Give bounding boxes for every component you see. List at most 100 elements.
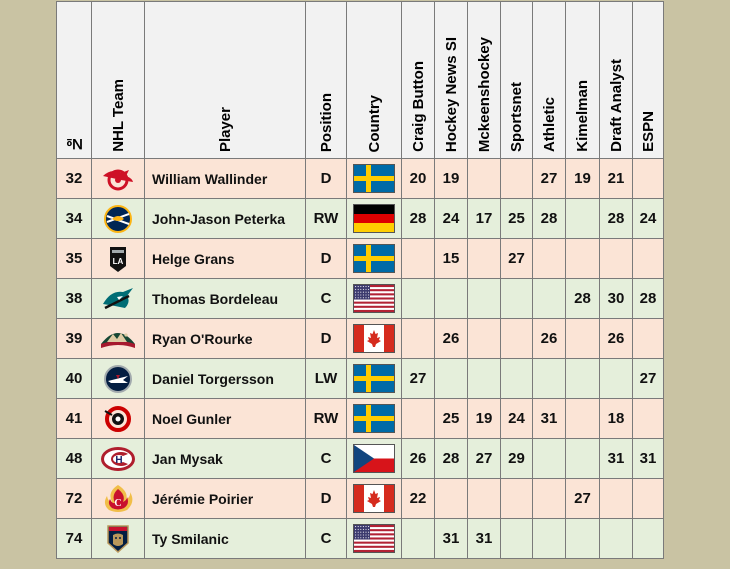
rank-cell: 27 [500, 238, 533, 279]
rank-cell [532, 478, 566, 519]
rank-cell: 31 [434, 518, 468, 559]
rank-cell [500, 158, 533, 199]
team-logo-cell [91, 278, 145, 319]
rank-cell [500, 278, 533, 319]
kings-logo: LA [110, 246, 126, 272]
rank-cell [632, 238, 664, 279]
jets-logo [104, 364, 132, 393]
rank-cell [401, 518, 435, 559]
position: RW [305, 398, 347, 439]
rank-cell [401, 318, 435, 359]
red-wings-logo [103, 169, 133, 190]
country-flag-cell [346, 318, 402, 359]
table-row: 34 John-Jason Peterka RW 28 24 17 25 28 28 24 [56, 198, 664, 239]
rank-cell [532, 278, 566, 319]
table-row: 32 William Wallinder D 20 19 27 19 21 [56, 158, 664, 199]
country-flag-cell [346, 478, 402, 519]
header-mckeenshockey: Mckeenshockey [467, 1, 501, 159]
rank-cell [632, 158, 664, 199]
player-name: Daniel Torgersson [144, 358, 306, 399]
svg-text:C: C [114, 498, 121, 509]
rank-cell [401, 398, 435, 439]
canada-flag-icon [353, 324, 395, 353]
rank-cell [467, 278, 501, 319]
team-logo-cell: LA [91, 238, 145, 279]
rank-cell [532, 518, 566, 559]
country-flag-cell [346, 198, 402, 239]
pick-number: 34 [56, 198, 92, 239]
team-logo-cell [91, 198, 145, 239]
rank-cell: 26 [532, 318, 566, 359]
pick-number: 48 [56, 438, 92, 479]
rank-cell: 19 [434, 158, 468, 199]
pick-number: 38 [56, 278, 92, 319]
rank-cell: 24 [434, 198, 468, 239]
table-row: 40 Daniel Torgersson LW 27 27 [56, 358, 664, 399]
rank-cell: 28 [632, 278, 664, 319]
draft-rankings-table: № NHL Team Player Position Country Craig… [56, 1, 664, 559]
table-row: 39 Ryan O'Rourke D 26 26 26 [56, 318, 664, 359]
rank-cell: 15 [434, 238, 468, 279]
rank-cell: 31 [467, 518, 501, 559]
rank-cell: 21 [599, 158, 633, 199]
rank-cell: 31 [599, 438, 633, 479]
team-logo-cell: H [91, 438, 145, 479]
pick-number: 40 [56, 358, 92, 399]
rank-cell: 22 [401, 478, 435, 519]
rank-cell [565, 198, 600, 239]
rank-cell [599, 478, 633, 519]
sharks-logo [103, 287, 133, 309]
pick-number: 41 [56, 398, 92, 439]
rank-cell [565, 238, 600, 279]
rank-cell: 17 [467, 198, 501, 239]
rank-cell [565, 518, 600, 559]
sweden-flag-icon [353, 244, 395, 273]
rank-cell: 20 [401, 158, 435, 199]
rank-cell: 26 [599, 318, 633, 359]
rank-cell: 28 [599, 198, 633, 239]
rank-cell: 27 [467, 438, 501, 479]
pick-number: 35 [56, 238, 92, 279]
rank-cell: 28 [532, 198, 566, 239]
rank-cell: 19 [565, 158, 600, 199]
country-flag-cell [346, 438, 402, 479]
germany-flag-icon [353, 204, 395, 233]
header-draft-analyst: Draft Analyst [599, 1, 633, 159]
header-craig-button: Craig Button [401, 1, 435, 159]
rank-cell: 25 [500, 198, 533, 239]
rank-cell [565, 398, 600, 439]
player-name: William Wallinder [144, 158, 306, 199]
rank-cell: 18 [599, 398, 633, 439]
header-kimelman: Kimelman [565, 1, 600, 159]
team-logo-cell [91, 518, 145, 559]
rank-cell [434, 358, 468, 399]
team-logo-cell: C [91, 478, 145, 519]
position: D [305, 478, 347, 519]
rank-cell [467, 358, 501, 399]
player-name: Helge Grans [144, 238, 306, 279]
player-name: John-Jason Peterka [144, 198, 306, 239]
canadiens-logo: H [101, 446, 135, 471]
header-country: Country [346, 1, 402, 159]
rank-cell [599, 238, 633, 279]
rank-cell [599, 358, 633, 399]
position: C [305, 278, 347, 319]
sweden-flag-icon [353, 404, 395, 433]
player-name: Jan Mysak [144, 438, 306, 479]
czech-flag-icon [353, 444, 395, 473]
rank-cell: 31 [532, 398, 566, 439]
rank-cell: 25 [434, 398, 468, 439]
svg-text:LA: LA [113, 257, 124, 266]
rank-cell [467, 158, 501, 199]
header-number: № [56, 1, 92, 159]
rank-cell [532, 238, 566, 279]
rank-cell [532, 358, 566, 399]
rank-cell [500, 478, 533, 519]
rank-cell [500, 318, 533, 359]
panthers-logo [107, 524, 129, 553]
header-player: Player [144, 1, 306, 159]
rank-cell [500, 518, 533, 559]
rank-cell: 28 [401, 198, 435, 239]
header-athletic: Athletic [532, 1, 566, 159]
rank-cell: 31 [632, 438, 664, 479]
